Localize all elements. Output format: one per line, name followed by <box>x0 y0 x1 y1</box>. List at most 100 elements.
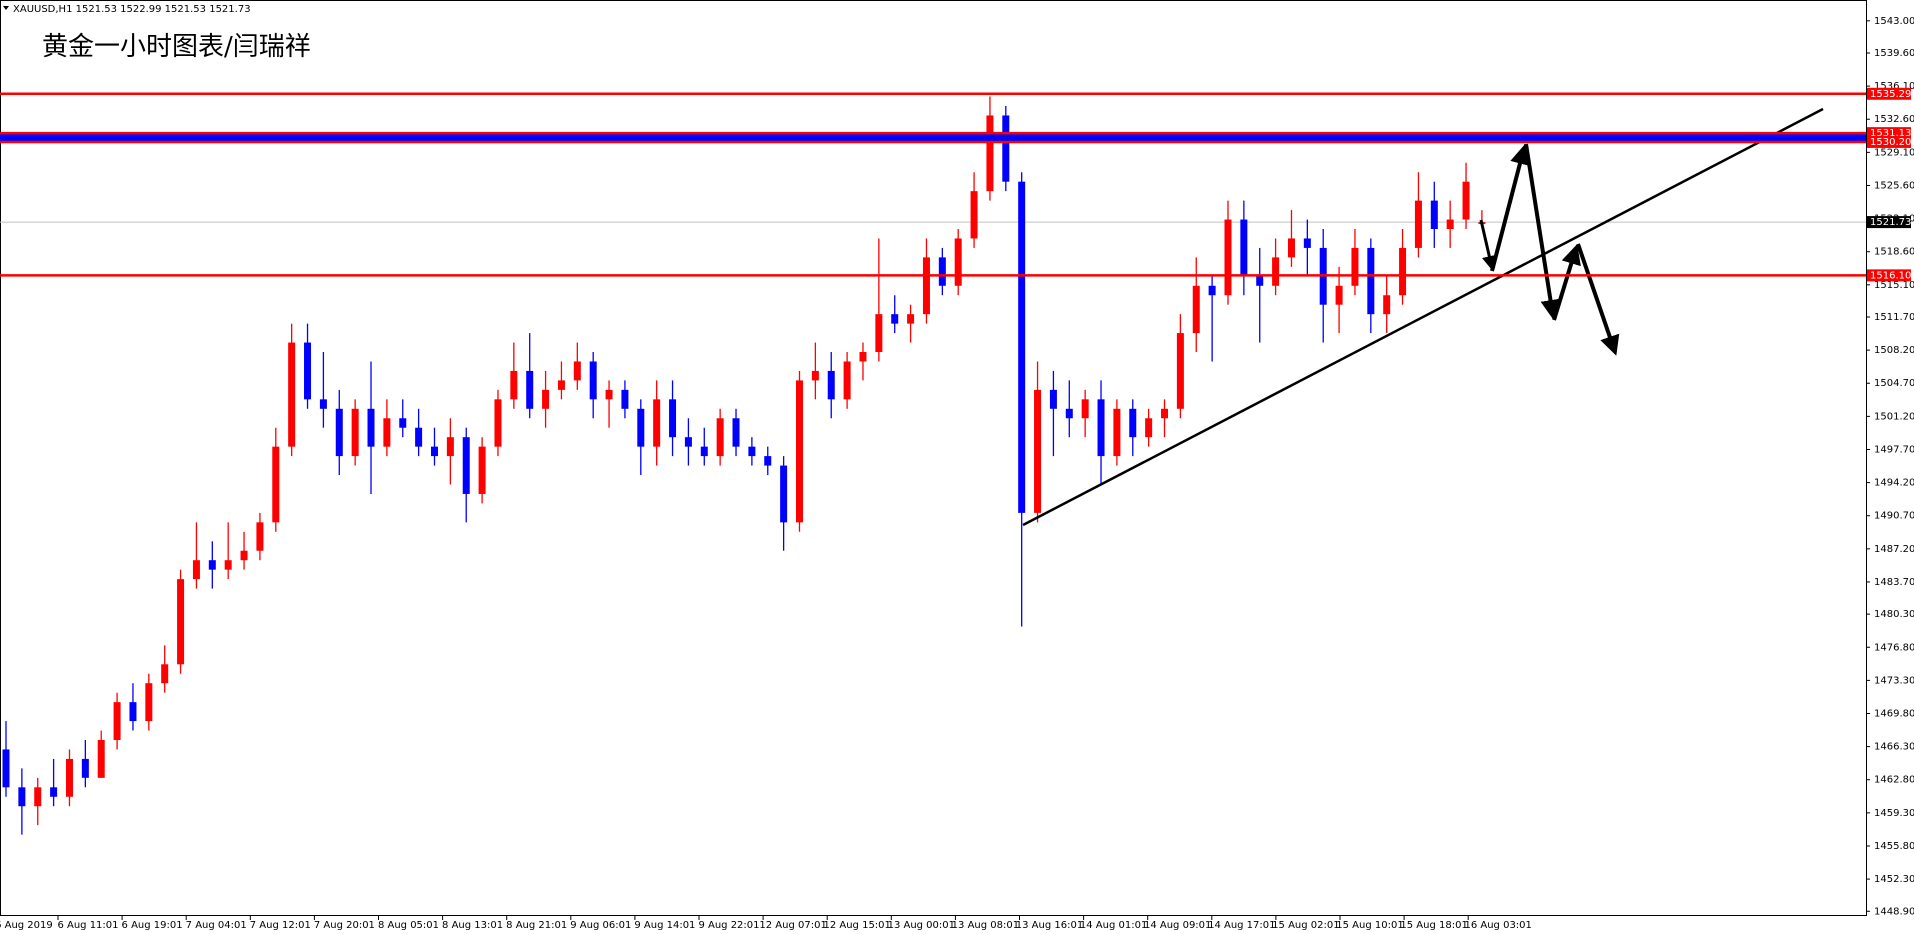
candle-body <box>1287 238 1295 258</box>
candle-body <box>1081 399 1089 419</box>
candle-body <box>81 758 89 778</box>
candle-body <box>589 361 597 400</box>
candle-body <box>669 399 677 438</box>
x-tick-label: 15 Aug 02:01 <box>1272 920 1339 931</box>
level-label-box <box>1867 87 1911 100</box>
current-price-box <box>1867 216 1911 229</box>
y-tick-label: 1508.20 <box>1874 345 1914 356</box>
x-tick-label: 9 Aug 06:01 <box>570 920 631 931</box>
candle-body <box>145 683 153 722</box>
y-tick-label: 1518.60 <box>1874 247 1914 258</box>
candle-body <box>192 560 200 580</box>
candle-body <box>1018 181 1026 513</box>
y-tick-label: 1532.60 <box>1874 114 1914 125</box>
candle-body <box>891 314 899 324</box>
candle-body <box>462 437 470 494</box>
candle-body <box>446 437 454 457</box>
candle-body <box>129 702 137 722</box>
candle-body <box>208 560 216 570</box>
y-tick-label: 1455.80 <box>1874 841 1914 852</box>
menu-icon[interactable] <box>3 6 9 10</box>
y-tick-label: 1490.70 <box>1874 511 1914 522</box>
candle-body <box>843 361 851 400</box>
x-tick-label: 7 Aug 12:01 <box>250 920 311 931</box>
y-tick-label: 1497.70 <box>1874 444 1914 455</box>
y-tick-label: 1469.80 <box>1874 708 1914 719</box>
x-tick-label: 9 Aug 14:01 <box>634 920 695 931</box>
candle-body <box>970 191 978 239</box>
arrow <box>1524 143 1561 320</box>
candle-body <box>621 389 629 409</box>
y-tick-label: 1487.20 <box>1874 544 1914 555</box>
candle-body <box>1129 408 1137 438</box>
level-label: 1516.10 <box>1870 270 1911 281</box>
y-tick-label: 1543.00 <box>1874 16 1914 27</box>
candle-body <box>542 389 550 409</box>
y-tick-label: 1511.70 <box>1874 312 1914 323</box>
candle-body <box>256 522 264 551</box>
candle-body <box>557 380 565 390</box>
y-tick-label: 1480.30 <box>1874 609 1914 620</box>
y-tick-label: 1494.20 <box>1874 478 1914 489</box>
x-tick-label: 6 Aug 2019 <box>0 920 53 931</box>
candle-body <box>1208 285 1216 296</box>
candle-body <box>383 418 391 447</box>
arrow <box>1552 244 1581 321</box>
x-tick-label: 15 Aug 10:01 <box>1336 920 1403 931</box>
candle-body <box>224 560 232 570</box>
y-tick-label: 1515.10 <box>1874 280 1914 291</box>
level-band <box>0 133 1866 142</box>
candle-body <box>1351 247 1359 286</box>
candle-body <box>18 787 26 807</box>
candle-body <box>1240 219 1248 277</box>
candle-body <box>161 664 169 684</box>
y-tick-label: 1459.30 <box>1874 808 1914 819</box>
candle-body <box>1097 399 1105 457</box>
candle-body <box>526 370 534 409</box>
y-tick-label: 1525.60 <box>1874 180 1914 191</box>
candle-body <box>1335 285 1343 305</box>
candle-body <box>1399 247 1407 296</box>
x-tick-label: 16 Aug 03:01 <box>1464 920 1531 931</box>
candle-body <box>288 342 296 447</box>
x-tick-label: 14 Aug 01:01 <box>1080 920 1147 931</box>
y-tick-label: 1504.70 <box>1874 378 1914 389</box>
candle-body <box>986 115 994 192</box>
candle-body <box>748 446 756 457</box>
x-tick-label: 9 Aug 22:01 <box>698 920 759 931</box>
candle-body <box>1065 408 1073 419</box>
chart-title: 黄金一小时图表/闫瑞祥 <box>42 32 311 62</box>
candle-body <box>1145 418 1153 438</box>
arrow <box>1576 243 1620 356</box>
candle-body <box>1383 295 1391 315</box>
candle-body <box>113 702 121 740</box>
x-tick-label: 8 Aug 13:01 <box>442 920 503 931</box>
x-tick-label: 14 Aug 09:01 <box>1144 920 1211 931</box>
y-tick-label: 1539.60 <box>1874 48 1914 59</box>
marks <box>0 96 1866 835</box>
y-tick-label: 1536.10 <box>1874 81 1914 92</box>
candle-body <box>478 446 486 494</box>
candle-body <box>653 399 661 447</box>
candle-body <box>764 456 772 466</box>
y-tick-label: 1483.70 <box>1874 577 1914 588</box>
candle-body <box>510 370 518 400</box>
current-price-label: 1521.73 <box>1870 217 1911 228</box>
candle-body <box>1446 219 1454 229</box>
candle-body <box>1272 257 1280 286</box>
candle-body <box>1049 389 1057 409</box>
candle-body <box>922 257 930 315</box>
x-tick-label: 7 Aug 04:01 <box>186 920 247 931</box>
candle-body <box>50 787 58 797</box>
candle-body <box>1002 115 1010 182</box>
candle-body <box>494 399 502 447</box>
candle-body <box>1224 219 1232 296</box>
level-label-box <box>1867 135 1911 148</box>
candle-body <box>827 370 835 400</box>
candle-body <box>1161 408 1169 419</box>
candle-body <box>732 418 740 447</box>
candle-body <box>351 408 359 457</box>
candle-body <box>700 446 708 457</box>
candle-body <box>954 238 962 286</box>
candle-body <box>1414 200 1422 248</box>
